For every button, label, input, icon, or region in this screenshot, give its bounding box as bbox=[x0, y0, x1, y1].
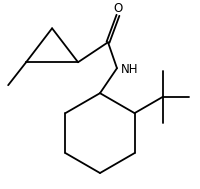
Text: O: O bbox=[113, 2, 122, 15]
Text: NH: NH bbox=[120, 63, 138, 76]
